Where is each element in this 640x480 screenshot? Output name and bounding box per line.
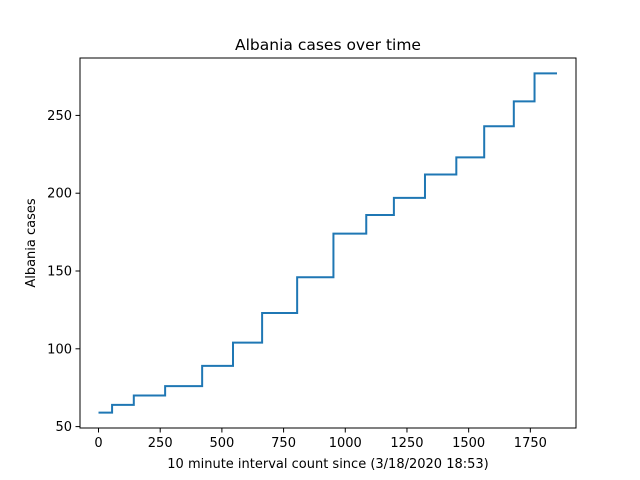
y-axis-ticks: 50 100 150 200 250 <box>47 109 80 435</box>
x-tick-label: 1250 <box>390 436 423 451</box>
x-tick-label: 1000 <box>329 436 362 451</box>
x-tick-label: 500 <box>209 436 234 451</box>
series-line-0 <box>98 72 557 414</box>
x-tick-label: 750 <box>271 436 296 451</box>
y-tick-label: 250 <box>47 109 72 124</box>
y-tick-label: 200 <box>47 187 72 202</box>
x-tick-label: 1750 <box>514 436 547 451</box>
x-tick-label: 1500 <box>452 436 485 451</box>
chart-title: Albania cases over time <box>235 36 421 54</box>
axes-frame <box>79 57 577 429</box>
series-layer <box>98 72 557 414</box>
x-axis-label: 10 minute interval count since (3/18/202… <box>167 457 488 472</box>
y-tick-label: 150 <box>47 265 72 280</box>
y-axis-label: Albania cases <box>24 198 39 288</box>
x-axis-ticks: 0 250 500 750 1000 1250 1500 1750 <box>94 428 547 451</box>
y-tick-label: 100 <box>47 342 72 357</box>
x-tick-label: 0 <box>94 436 102 451</box>
y-tick-label: 50 <box>55 420 72 435</box>
x-tick-label: 250 <box>148 436 173 451</box>
